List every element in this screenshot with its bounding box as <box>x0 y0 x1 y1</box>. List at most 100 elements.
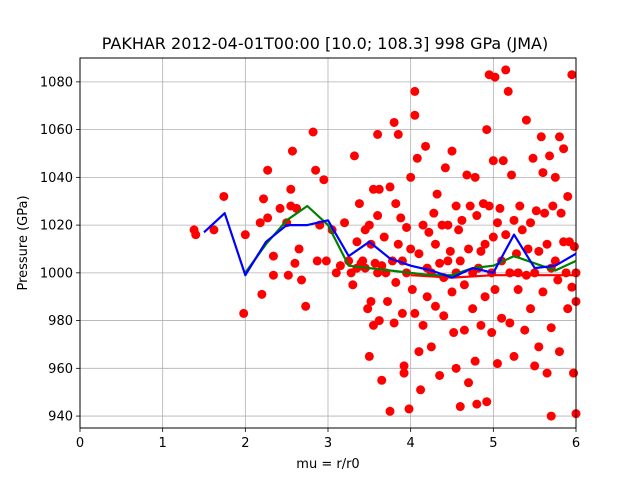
scatter-point-11 <box>268 251 278 261</box>
scatter-point-196 <box>559 144 569 154</box>
scatter-point-75 <box>399 361 409 371</box>
scatter-point-66 <box>389 117 399 127</box>
y-tick-label-6: 1060 <box>40 123 73 138</box>
scatter-point-126 <box>465 201 475 211</box>
scatter-point-63 <box>385 182 395 192</box>
scatter-point-120 <box>457 215 467 225</box>
scatter-point-124 <box>464 244 474 254</box>
scatter-point-161 <box>509 215 519 225</box>
scatter-point-135 <box>476 320 486 330</box>
scatter-point-138 <box>480 292 490 302</box>
grid <box>79 58 577 428</box>
scatter-point-2 <box>209 225 219 235</box>
y-axis-label: Pressure (GPa) <box>16 195 31 290</box>
scatter-point-113 <box>449 328 459 338</box>
scatter-point-150 <box>492 359 502 369</box>
scatter-point-194 <box>554 347 564 357</box>
scatter-point-103 <box>435 370 445 380</box>
scatter-point-140 <box>482 397 492 407</box>
scatter-point-109 <box>443 256 453 266</box>
scatter-point-157 <box>503 86 513 96</box>
scatter-point-107 <box>440 163 450 173</box>
scatter-point-33 <box>340 218 350 228</box>
scatter-point-134 <box>476 246 486 256</box>
x-tick-label-0: 0 <box>76 436 84 451</box>
y-tick-label-1: 960 <box>48 362 73 377</box>
x-tick-label-2: 2 <box>241 436 249 451</box>
scatter-point-195 <box>556 208 566 218</box>
scatter-point-6 <box>255 218 265 228</box>
scatter-point-1 <box>191 230 201 240</box>
scatter-point-168 <box>520 325 530 335</box>
scatter-point-64 <box>385 406 395 416</box>
scatter-point-25 <box>311 165 321 175</box>
scatter-point-119 <box>455 256 465 266</box>
scatter-point-90 <box>418 220 428 230</box>
scatter-point-7 <box>257 289 267 299</box>
scatter-point-130 <box>470 356 480 366</box>
scatter-point-199 <box>563 304 573 314</box>
scatter-point-77 <box>402 222 412 232</box>
y-tick-label-7: 1080 <box>40 75 73 90</box>
scatter-point-84 <box>410 110 420 120</box>
scatter-point-164 <box>513 285 523 295</box>
scatter-point-114 <box>451 201 461 211</box>
scatter-point-80 <box>406 172 416 182</box>
scatter-point-56 <box>374 184 384 194</box>
scatter-point-68 <box>391 199 401 209</box>
scatter-point-8 <box>259 194 269 204</box>
scatter-point-188 <box>546 323 556 333</box>
scatter-point-71 <box>393 239 403 249</box>
scatter-point-3 <box>219 191 229 201</box>
scatter-point-62 <box>383 296 393 306</box>
scatter-point-79 <box>404 404 414 414</box>
scatter-point-54 <box>373 268 383 278</box>
scatter-point-91 <box>418 320 428 330</box>
scatter-point-57 <box>374 316 384 326</box>
scatter-point-70 <box>393 129 403 139</box>
scatter-point-5 <box>240 230 250 240</box>
scatter-point-13 <box>275 203 285 213</box>
scatter-point-87 <box>414 249 424 259</box>
scatter-point-209 <box>546 411 556 421</box>
y-tick-label-5: 1040 <box>40 171 73 186</box>
scatter-point-129 <box>470 172 480 182</box>
x-axis-label: mu = r/r0 <box>296 457 359 472</box>
scatter-point-47 <box>364 351 374 361</box>
y-tick-label-2: 980 <box>48 314 73 329</box>
scatter-point-190 <box>550 172 560 182</box>
scatter-point-156 <box>501 230 511 240</box>
scatter-point-189 <box>548 201 558 211</box>
scatter-point-174 <box>528 153 538 163</box>
scatter-point-88 <box>414 347 424 357</box>
y-tick-label-3: 1000 <box>40 266 73 281</box>
scatter-point-131 <box>472 211 482 221</box>
scatter-point-4 <box>239 308 249 318</box>
scatter-point-85 <box>410 308 420 318</box>
scatter-point-154 <box>498 156 508 166</box>
scatter-point-144 <box>487 328 497 338</box>
scatter-point-32 <box>335 261 345 271</box>
x-axis: 0 1 2 3 4 5 6 <box>76 428 580 451</box>
scatter-point-100 <box>430 301 440 311</box>
scatter-point-162 <box>509 351 519 361</box>
scatter-point-177 <box>531 206 541 216</box>
scatter-point-169 <box>521 115 531 125</box>
scatter-point-94 <box>422 292 432 302</box>
scatter-point-98 <box>429 208 439 218</box>
scatter-point-42 <box>358 256 368 266</box>
scatter-point-118 <box>455 402 465 412</box>
scatter-point-86 <box>412 153 422 163</box>
series-lines <box>203 204 577 279</box>
scatter-point-112 <box>447 287 457 297</box>
scatter-point-204 <box>569 368 579 378</box>
scatter-point-128 <box>468 304 478 314</box>
scatter-point-149 <box>492 218 502 228</box>
scatter-point-173 <box>526 304 536 314</box>
scatter-point-81 <box>406 244 416 254</box>
scatter-point-185 <box>542 368 552 378</box>
scatter-point-184 <box>542 239 552 249</box>
scatter-point-97 <box>426 342 436 352</box>
scatter-point-59 <box>377 261 387 271</box>
